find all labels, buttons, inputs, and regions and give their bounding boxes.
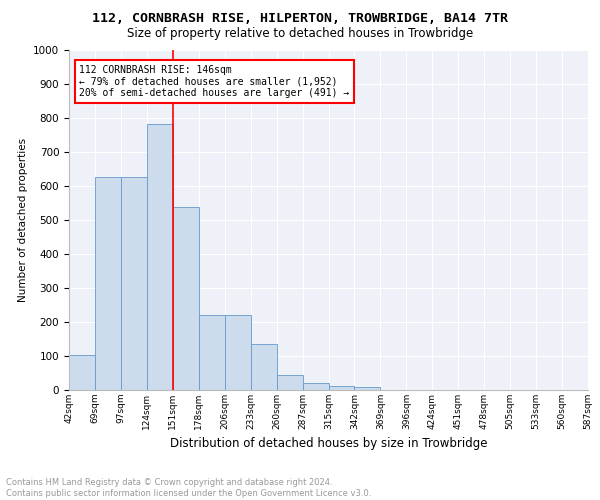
Bar xyxy=(147,124,173,390)
Text: 112 CORNBRASH RISE: 146sqm
← 79% of detached houses are smaller (1,952)
20% of s: 112 CORNBRASH RISE: 146sqm ← 79% of deta… xyxy=(79,66,350,98)
Text: Size of property relative to detached houses in Trowbridge: Size of property relative to detached ho… xyxy=(127,28,473,40)
Bar xyxy=(251,344,277,390)
Bar xyxy=(173,207,199,390)
Bar xyxy=(199,314,224,390)
Bar xyxy=(225,314,251,390)
Bar xyxy=(69,355,95,390)
Y-axis label: Number of detached properties: Number of detached properties xyxy=(17,138,28,302)
Text: Contains HM Land Registry data © Crown copyright and database right 2024.
Contai: Contains HM Land Registry data © Crown c… xyxy=(6,478,371,498)
Text: 112, CORNBRASH RISE, HILPERTON, TROWBRIDGE, BA14 7TR: 112, CORNBRASH RISE, HILPERTON, TROWBRID… xyxy=(92,12,508,26)
Bar xyxy=(95,178,121,390)
X-axis label: Distribution of detached houses by size in Trowbridge: Distribution of detached houses by size … xyxy=(170,438,487,450)
Bar xyxy=(355,386,380,390)
Bar xyxy=(329,386,355,390)
Bar xyxy=(277,374,302,390)
Bar xyxy=(121,178,147,390)
Bar xyxy=(302,383,329,390)
